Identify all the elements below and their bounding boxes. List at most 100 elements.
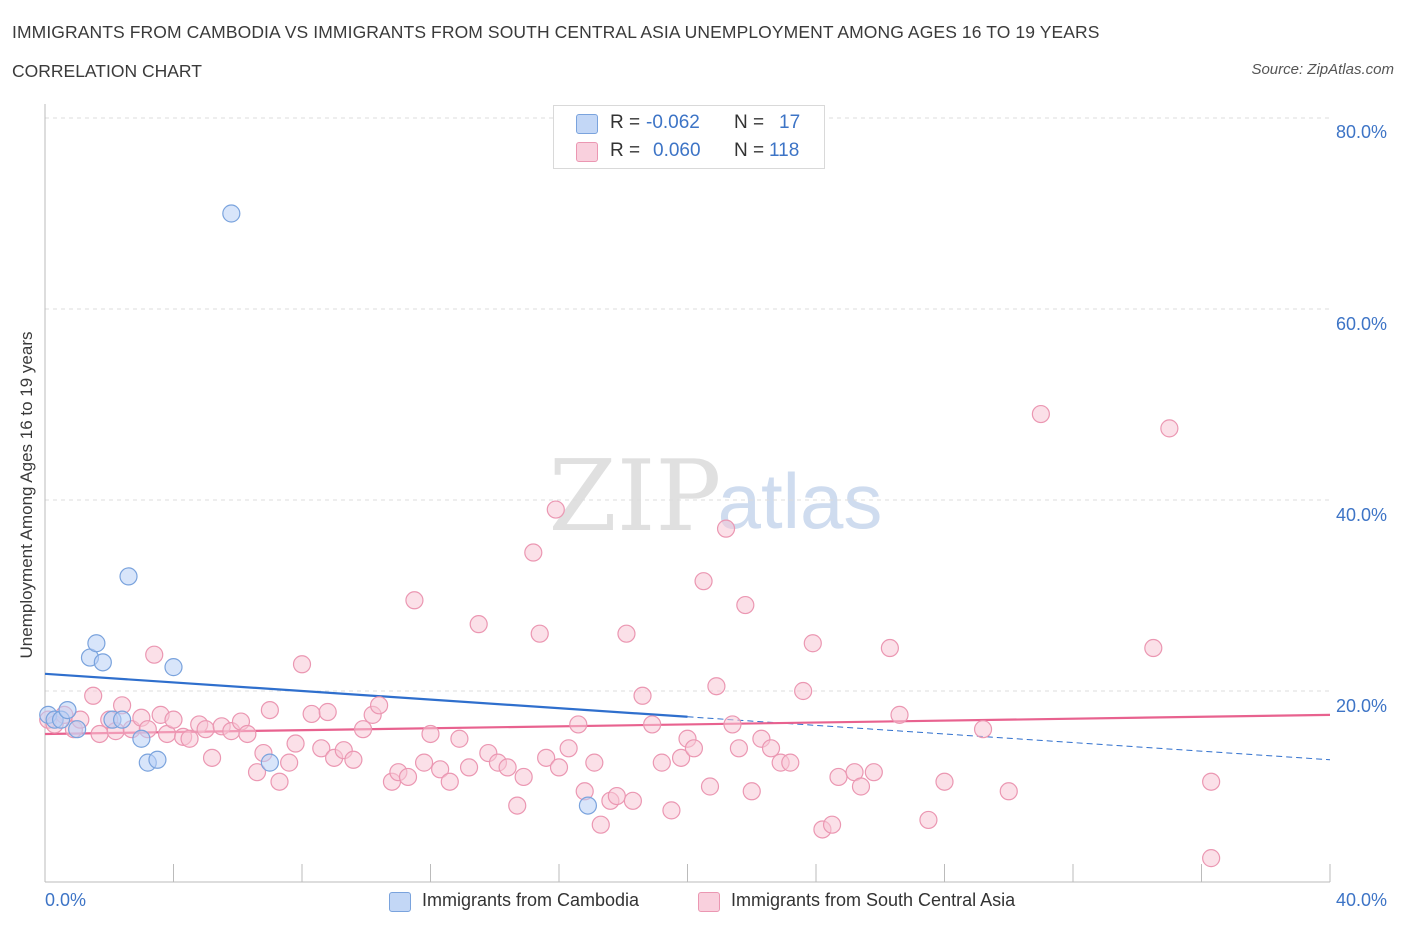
south-central-asia-point [469, 615, 488, 634]
south-central-asia-swatch [698, 892, 720, 912]
south-central-asia-point [1202, 849, 1221, 868]
south-central-asia-point [405, 591, 424, 610]
south-central-asia-point [919, 810, 938, 830]
south-central-asia-point [736, 595, 755, 615]
south-central-asia-point [829, 767, 848, 787]
n-value: 17 [779, 112, 801, 133]
chart-title: IMMIGRANTS FROM CAMBODIA VS IMMIGRANTS F… [12, 22, 1100, 42]
south-central-asia-point [781, 753, 800, 772]
south-central-asia-point [247, 763, 267, 782]
south-central-asia-point [617, 624, 636, 643]
n-label: N = [734, 140, 765, 161]
south-central-asia-point [761, 739, 781, 758]
south-central-asia-point [84, 686, 103, 705]
y-tick-label: 60.0% [1336, 314, 1388, 334]
cambodia-point [132, 729, 151, 748]
south-central-asia-point [302, 704, 321, 724]
south-central-asia-point [671, 748, 691, 767]
south-central-asia-point [344, 750, 363, 769]
south-central-asia-point [1031, 404, 1050, 424]
watermark-zip: ZIP [549, 440, 722, 554]
r-label: R = [610, 112, 641, 133]
x-tick-label-max: 40.0% [1336, 890, 1388, 910]
south-central-asia-point [238, 724, 257, 744]
south-central-asia-point [270, 772, 289, 791]
cambodia-point [119, 567, 138, 586]
south-central-asia-point [459, 758, 479, 777]
y-tick-label: 40.0% [1336, 505, 1388, 525]
cambodia-point [222, 204, 241, 223]
x-tick-label-min: 0.0% [45, 890, 87, 910]
south-central-asia-point [312, 739, 331, 758]
south-central-asia-point [414, 753, 434, 772]
south-central-asia-point [999, 782, 1018, 801]
south-central-asia-point [280, 753, 299, 772]
south-central-asia-point [864, 763, 883, 782]
south-central-asia-point [935, 772, 954, 791]
watermark-atlas: atlas [718, 457, 883, 545]
south-central-asia-point [633, 686, 652, 705]
south-central-asia-trend-line [44, 713, 1331, 736]
cambodia-swatch [389, 892, 411, 912]
south-central-asia-point [607, 786, 626, 806]
south-central-asia-swatch [576, 142, 598, 162]
south-central-asia-point [440, 772, 459, 791]
south-central-asia-point [716, 519, 736, 538]
cambodia-point [578, 796, 598, 815]
south-central-asia-point [202, 748, 222, 767]
south-central-asia-point [652, 753, 671, 772]
south-central-asia-point [803, 634, 822, 653]
south-central-asia-point [880, 638, 899, 658]
source-note: Source: ZipAtlas.com [1251, 61, 1394, 78]
cambodia-point [58, 700, 77, 720]
legend-label: Immigrants from Cambodia [422, 890, 640, 910]
south-central-asia-point [318, 702, 337, 722]
y-tick-label: 80.0% [1336, 122, 1388, 142]
south-central-asia-point [585, 753, 604, 772]
south-central-asia-point [286, 734, 305, 753]
south-central-asia-point [450, 729, 469, 748]
r-label: R = [610, 140, 641, 161]
south-central-asia-point [421, 724, 440, 744]
south-central-asia-point [559, 739, 578, 758]
south-central-asia-point [729, 739, 749, 758]
r-value: 0.060 [653, 140, 701, 161]
south-central-asia-point [1144, 638, 1163, 658]
cambodia-trend-extension [687, 716, 1331, 761]
y-tick-label: 20.0% [1336, 696, 1388, 716]
south-central-asia-point [260, 700, 279, 720]
south-central-asia-point [164, 710, 183, 729]
south-central-asia-point [569, 715, 588, 734]
cambodia-point [164, 658, 183, 677]
south-central-asia-point [530, 624, 549, 643]
south-central-asia-point [851, 777, 871, 796]
south-central-asia-point [546, 500, 565, 519]
south-central-asia-point [822, 815, 842, 834]
cambodia-point [68, 720, 87, 739]
cambodia-point [260, 753, 279, 772]
south-central-asia-point [591, 815, 610, 834]
r-value: -0.062 [646, 112, 700, 133]
south-central-asia-point [723, 715, 742, 734]
south-central-asia-point [1202, 772, 1221, 791]
south-central-asia-point [662, 801, 681, 820]
cambodia-point [112, 710, 132, 729]
correlation-legend: R = -0.062 N = 17 R = 0.060 N = 118 [553, 105, 825, 169]
south-central-asia-point [973, 720, 993, 739]
south-central-asia-point [180, 729, 199, 748]
south-central-asia-point [1160, 419, 1179, 438]
chart-subtitle: CORRELATION CHART [12, 61, 202, 81]
south-central-asia-point [145, 645, 164, 664]
cambodia-swatch [576, 114, 598, 134]
south-central-asia-point [537, 748, 556, 767]
n-label: N = [734, 112, 765, 133]
south-central-asia-point [514, 767, 533, 787]
cambodia-trend-line [44, 672, 688, 718]
south-central-asia-point [524, 543, 543, 562]
cambodia-point [87, 634, 106, 653]
south-central-asia-point [742, 782, 761, 801]
south-central-asia-point [700, 777, 720, 796]
south-central-asia-point [353, 720, 373, 739]
south-central-asia-point [643, 715, 662, 734]
south-central-asia-point [431, 760, 450, 779]
